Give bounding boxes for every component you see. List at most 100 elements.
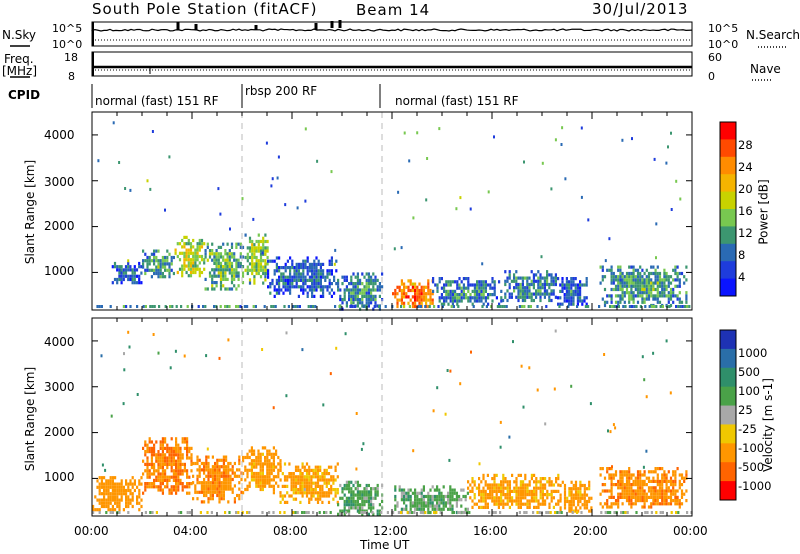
power-cell xyxy=(508,276,511,280)
velocity-cell xyxy=(253,475,256,479)
power-ground-cell xyxy=(351,305,354,308)
velocity-cell xyxy=(572,487,575,491)
velocity-cell xyxy=(361,496,364,500)
power-cell xyxy=(211,287,214,291)
velocity-noise-point xyxy=(227,338,230,342)
power-cell xyxy=(200,245,204,249)
velocity-cell xyxy=(482,477,485,481)
power-ground-cell xyxy=(334,305,337,308)
power-cell xyxy=(341,301,344,305)
velocity-cell xyxy=(272,491,275,495)
power-cell xyxy=(291,259,294,263)
velocity-cell xyxy=(500,489,503,493)
power-cell xyxy=(585,296,588,300)
power-cell xyxy=(345,301,348,305)
velocity-ground-cell xyxy=(228,511,231,514)
velocity-ground-cell xyxy=(272,511,275,514)
velocity-cell xyxy=(407,491,410,495)
power-cell xyxy=(398,285,401,289)
velocity-cell xyxy=(238,497,241,501)
freq-label: Freq. xyxy=(4,52,34,66)
power-cell xyxy=(469,296,472,300)
velocity-cell xyxy=(533,489,536,493)
power-cell xyxy=(400,288,403,293)
power-cell xyxy=(521,295,524,299)
power-cell xyxy=(524,276,527,280)
velocity-cb-tick-1000: 1000 xyxy=(738,346,768,360)
velocity-cb-tick-100: 100 xyxy=(738,384,760,398)
power-cell xyxy=(574,286,577,290)
power-cell xyxy=(572,289,575,293)
velocity-cell xyxy=(186,482,189,486)
velocity-cell xyxy=(179,446,182,450)
power-cell xyxy=(568,293,571,297)
power-ground-cell xyxy=(263,305,266,308)
power-cell xyxy=(456,299,459,303)
power-cell xyxy=(537,270,540,274)
velocity-cell xyxy=(440,507,443,511)
power-cell xyxy=(628,294,631,298)
velocity-cell xyxy=(656,479,659,483)
velocity-cell xyxy=(222,474,225,478)
velocity-cell xyxy=(286,475,289,479)
power-cell xyxy=(273,288,276,292)
velocity-cell xyxy=(606,502,609,506)
power-ground-cell xyxy=(527,305,530,308)
power-cell xyxy=(650,278,653,282)
power-cell xyxy=(359,301,362,305)
velocity-cell xyxy=(489,489,492,493)
power-cell xyxy=(658,294,662,298)
power-cell xyxy=(217,274,220,278)
power-cell xyxy=(356,294,359,298)
cpid-segment-3: normal (fast) 151 RF xyxy=(395,94,519,108)
power-cell xyxy=(634,275,637,279)
velocity-cell xyxy=(672,486,675,490)
velocity-cell xyxy=(248,449,251,453)
power-cell xyxy=(187,258,190,262)
velocity-cell xyxy=(103,488,106,493)
velocity-cell xyxy=(619,486,622,490)
power-cell xyxy=(295,278,298,282)
power-cell xyxy=(359,298,362,302)
power-cell xyxy=(599,265,602,269)
power-cell xyxy=(233,255,236,259)
velocity-cell xyxy=(157,456,160,460)
power-cell xyxy=(381,272,384,276)
power-cell xyxy=(275,256,278,260)
velocity-ground-cell xyxy=(248,511,251,514)
velocity-cell xyxy=(361,503,364,507)
power-cell xyxy=(537,286,540,290)
velocity-cell xyxy=(570,490,573,494)
power-cell xyxy=(278,266,281,270)
velocity-noise-point xyxy=(512,340,514,344)
velocity-cell xyxy=(519,502,522,506)
velocity-cell xyxy=(166,456,169,460)
velocity-cell xyxy=(449,494,452,499)
velocity-cell xyxy=(272,468,275,472)
power-cell xyxy=(248,268,252,272)
velocity-cell xyxy=(471,486,474,490)
power-cell xyxy=(313,282,316,286)
power-cell xyxy=(213,255,216,259)
power-cell xyxy=(131,268,134,272)
velocity-cell xyxy=(533,473,536,477)
velocity-colorbar-frame xyxy=(719,329,737,501)
velocity-cell xyxy=(314,491,317,495)
velocity-cell xyxy=(109,492,112,496)
power-cell xyxy=(295,272,298,276)
velocity-cell xyxy=(665,502,668,506)
power-cell xyxy=(521,289,524,293)
power-ground-cell xyxy=(633,305,636,308)
velocity-cell xyxy=(190,462,193,466)
power-ground-cell xyxy=(675,305,678,308)
power-cell xyxy=(372,288,375,292)
velocity-cell xyxy=(207,477,210,482)
velocity-noise-point xyxy=(554,329,557,333)
velocity-colorbar-segment xyxy=(720,348,736,369)
power-cell xyxy=(521,286,524,290)
velocity-cell xyxy=(414,491,417,495)
velocity-cell xyxy=(321,472,324,476)
velocity-cell xyxy=(370,490,373,494)
velocity-ground-cell xyxy=(199,511,202,514)
power-cell xyxy=(200,238,204,243)
